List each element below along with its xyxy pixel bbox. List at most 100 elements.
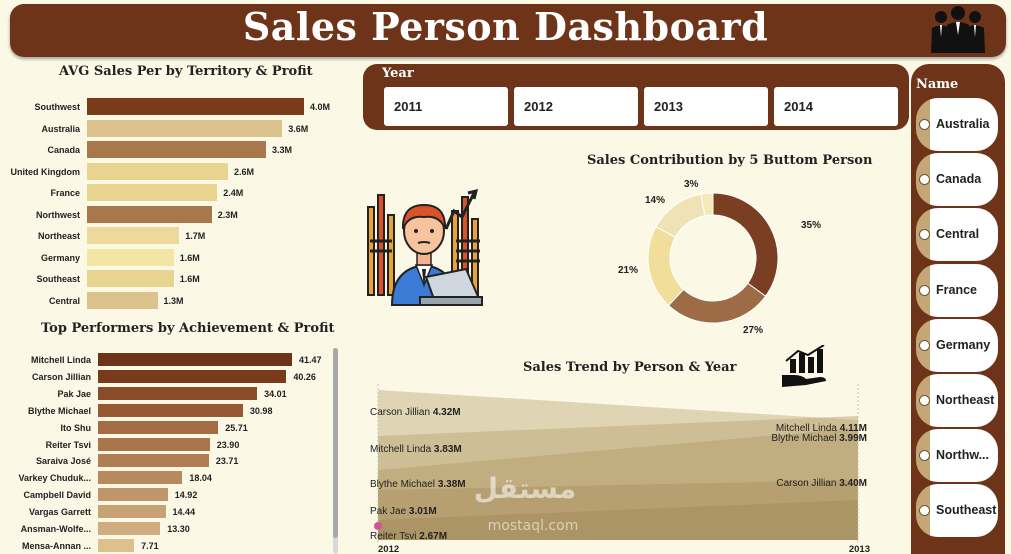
performer-bar[interactable] [98, 369, 287, 383]
performer-bar[interactable] [98, 403, 243, 417]
performer-bar[interactable] [98, 471, 183, 485]
territory-label: Northeast [37, 231, 80, 241]
performer-value-label: 30.98 [249, 405, 273, 416]
territory-bar[interactable] [87, 119, 283, 137]
territory-bar[interactable] [87, 205, 212, 223]
year-option-2012[interactable]: 2012 [514, 87, 638, 126]
radio-circle-icon[interactable] [919, 339, 930, 351]
performer-bar[interactable] [98, 505, 166, 519]
performer-label: Campbell David [23, 490, 91, 501]
donut-slice-label: 35% [801, 220, 821, 231]
name-option[interactable]: France [916, 263, 998, 317]
name-option[interactable]: Germany [916, 318, 998, 372]
radio-circle-icon[interactable] [919, 229, 930, 241]
name-option[interactable]: Central [916, 208, 998, 262]
performer-bar[interactable] [98, 454, 209, 468]
salesperson-laptop-icon [367, 188, 483, 307]
territory-label: Australia [41, 123, 80, 134]
performer-value-label: 14.92 [174, 490, 198, 501]
donut-slice[interactable] [700, 192, 714, 217]
performer-value-label: 18.04 [189, 473, 212, 484]
performer-value-label: 23.71 [215, 456, 239, 467]
name-option[interactable]: Northeast [916, 374, 998, 427]
territory-label: United Kingdom [10, 166, 81, 177]
territory-bar[interactable] [87, 184, 218, 201]
performer-value-label: 13.30 [167, 524, 190, 534]
performer-label: Ansman-Wolfe... [20, 524, 91, 534]
territory-value-label: 1.3M [163, 295, 184, 306]
territory-value-label: 2.3M [217, 209, 238, 220]
trend-series-label-2012: Mitchell Linda 3.83M [370, 444, 462, 455]
trend-point-marker[interactable] [374, 522, 382, 530]
performer-label: Mensa-Annan ... [21, 540, 91, 551]
performer-value-label: 14.44 [172, 507, 196, 518]
performer-value-label: 34.01 [264, 388, 287, 399]
territory-bar[interactable] [87, 227, 180, 244]
performer-label: Varkey Chuduk... [18, 473, 91, 484]
radio-circle-icon[interactable] [919, 505, 930, 517]
performer-label: Blythe Michael [27, 405, 91, 416]
performer-scrollbar-thumb[interactable] [333, 348, 338, 538]
name-option-label: Central [936, 227, 980, 242]
territory-label: Central [48, 295, 80, 306]
radio-circle-icon[interactable] [919, 395, 930, 406]
name-option-label: Northeast [936, 393, 995, 407]
territory-bar[interactable] [87, 270, 174, 287]
sales-trend-area-chart: Carson Jillian 4.32M Mitchell Linda 3.83M… [370, 384, 870, 554]
performer-bar[interactable] [98, 353, 292, 366]
trend-series-label-2013: Carson Jillian 3.40M [776, 478, 867, 489]
performer-bar[interactable] [98, 538, 135, 552]
trend-series-area[interactable] [378, 500, 858, 540]
performer-value-label: 23.90 [216, 439, 240, 450]
performer-value-label: 7.71 [141, 540, 159, 551]
watermark-subtext: mostaql.com [487, 518, 579, 534]
performer-value-label: 25.71 [225, 422, 248, 433]
people-group-icon [931, 6, 985, 53]
territory-label: France [50, 188, 80, 198]
trend-series-label-2012: Carson Jillian 4.32M [370, 407, 461, 418]
performer-bar[interactable] [98, 488, 168, 502]
performer-label: Vargas Garrett [28, 507, 91, 518]
name-option[interactable]: Canada [916, 153, 998, 207]
page-title: Sales Person Dashboard [242, 4, 769, 49]
name-option[interactable]: Australia [916, 98, 998, 151]
performer-bar[interactable] [98, 386, 258, 400]
territory-label: Northwest [35, 209, 80, 220]
donut-slice-label: 21% [618, 265, 638, 276]
year-slicer-title: Year [382, 66, 414, 81]
name-option[interactable]: Northw... [916, 429, 998, 483]
trend-x-tick-label: 2012 [378, 544, 399, 554]
donut-slice-label: 14% [645, 195, 665, 206]
radio-circle-icon[interactable] [919, 450, 930, 462]
territory-bar[interactable] [87, 162, 229, 180]
watermark-text: مستقل [473, 472, 577, 505]
territory-value-label: 4.0M [310, 102, 331, 112]
donut-slice-label: 27% [743, 325, 763, 336]
performer-bar[interactable] [98, 420, 219, 434]
header-bar [10, 4, 1006, 57]
performer-bar[interactable] [98, 437, 210, 451]
donut-slice[interactable] [712, 192, 779, 297]
year-option-2013[interactable]: 2013 [644, 87, 768, 126]
territory-bar[interactable] [87, 141, 267, 158]
territory-value-label: 1.6M [179, 252, 200, 263]
performer-chart-title: Top Performers by Achievement & Profit [41, 321, 335, 336]
name-option[interactable]: Southeast [916, 484, 998, 538]
donut-slice-label: 3% [684, 179, 699, 190]
donut-chart-title: Sales Contribution by 5 Buttom Person [587, 153, 873, 168]
year-option-2011[interactable]: 2011 [384, 87, 508, 126]
territory-bar[interactable] [87, 248, 174, 266]
performer-label: Mitchell Linda [30, 355, 91, 365]
performer-bar[interactable] [98, 522, 161, 535]
year-option-2014[interactable]: 2014 [774, 87, 898, 126]
radio-circle-icon[interactable] [919, 284, 930, 296]
territory-bar[interactable] [87, 98, 304, 115]
territory-label: Southeast [36, 274, 80, 284]
donut-slice[interactable] [647, 226, 685, 307]
trend-series-label-2013: Blythe Michael 3.99M [771, 433, 867, 444]
radio-circle-icon[interactable] [919, 119, 930, 130]
trend-chart-title: Sales Trend by Person & Year [523, 360, 737, 375]
radio-circle-icon[interactable] [919, 174, 930, 186]
territory-bar[interactable] [87, 291, 158, 309]
territory-value-label: 3.3M [272, 145, 293, 155]
